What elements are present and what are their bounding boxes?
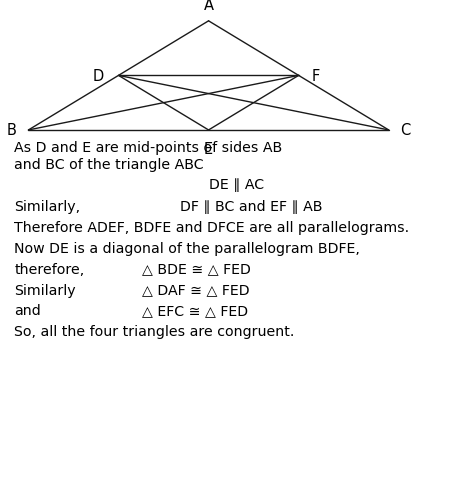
Text: and: and bbox=[14, 304, 41, 318]
Text: and BC of the triangle ABC: and BC of the triangle ABC bbox=[14, 158, 204, 171]
Text: F: F bbox=[312, 69, 320, 84]
Text: E: E bbox=[204, 141, 213, 156]
Text: therefore,: therefore, bbox=[14, 262, 84, 276]
Text: DF ∥ BC and EF ∥ AB: DF ∥ BC and EF ∥ AB bbox=[180, 200, 323, 213]
Text: DE ∥ AC: DE ∥ AC bbox=[210, 178, 264, 192]
Text: Therefore ADEF, BDFE and DFCE are all parallelograms.: Therefore ADEF, BDFE and DFCE are all pa… bbox=[14, 221, 410, 234]
Text: D: D bbox=[93, 69, 104, 84]
Text: As D and E are mid-points of sides AB: As D and E are mid-points of sides AB bbox=[14, 141, 283, 154]
Text: C: C bbox=[401, 123, 411, 138]
Text: △ DAF ≅ △ FED: △ DAF ≅ △ FED bbox=[142, 283, 250, 297]
Text: △ EFC ≅ △ FED: △ EFC ≅ △ FED bbox=[142, 304, 248, 318]
Text: Similarly,: Similarly, bbox=[14, 200, 81, 213]
Text: △ BDE ≅ △ FED: △ BDE ≅ △ FED bbox=[142, 262, 251, 276]
Text: So, all the four triangles are congruent.: So, all the four triangles are congruent… bbox=[14, 325, 295, 338]
Text: Now DE is a diagonal of the parallelogram BDFE,: Now DE is a diagonal of the parallelogra… bbox=[14, 242, 360, 255]
Text: A: A bbox=[203, 0, 214, 13]
Text: B: B bbox=[7, 123, 17, 138]
Text: Similarly: Similarly bbox=[14, 283, 76, 297]
